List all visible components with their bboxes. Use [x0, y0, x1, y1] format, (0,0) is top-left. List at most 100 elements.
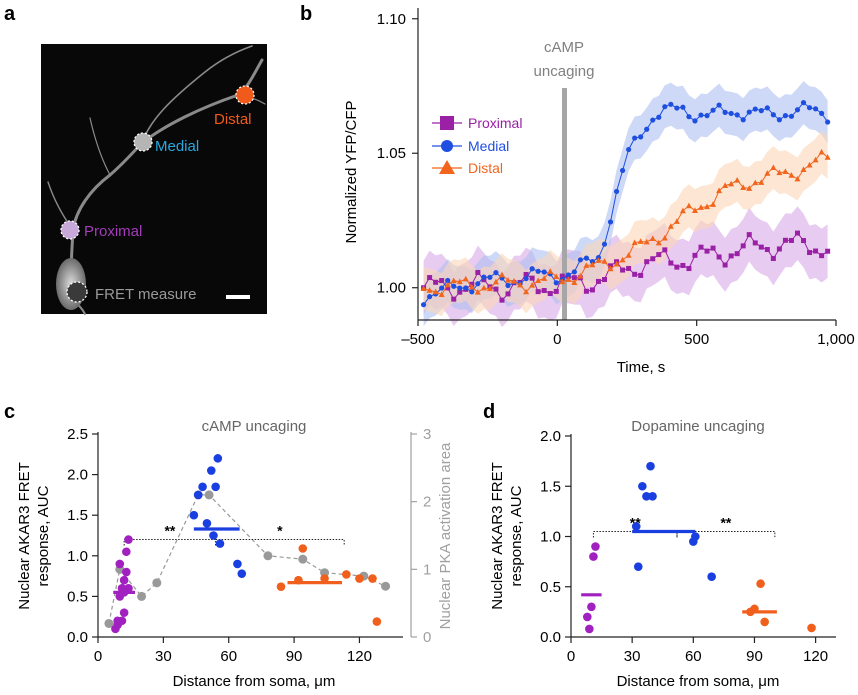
y-tick-label: 1.0 [67, 548, 88, 565]
data-point-medial [206, 466, 216, 475]
data-point-medial [463, 285, 469, 291]
chart-title: Dopamine uncaging [631, 418, 764, 435]
data-point-proximal [559, 273, 565, 279]
data-point-proximal [583, 288, 589, 294]
right-axis-label: Nuclear PKA activation area [437, 442, 454, 629]
error-band-distal [423, 130, 828, 317]
data-point-proximal [734, 251, 740, 257]
pka-area-line [108, 494, 386, 624]
uncaging-annotation-line2: uncaging [534, 63, 595, 80]
data-point-distal [456, 278, 463, 285]
series-lines [420, 100, 831, 308]
data-point-medial [211, 482, 220, 492]
data-point-proximal [692, 252, 698, 258]
data-point-distal [667, 223, 674, 229]
data-point-distal [734, 176, 741, 183]
data-point-medial [674, 105, 680, 111]
data-point-distal [444, 281, 451, 288]
data-point-proximal [433, 279, 439, 285]
medial-label: Medial [155, 138, 199, 155]
data-point-distal [462, 275, 469, 282]
data-point-proximal [439, 278, 445, 284]
panel-letter-a: a [4, 3, 16, 25]
right-tick-label: 3 [423, 426, 431, 443]
data-point-distal [372, 617, 382, 626]
error-bands [423, 81, 828, 328]
data-point-medial [541, 269, 547, 275]
data-point-proximal [595, 278, 601, 284]
distal-marker [235, 85, 255, 105]
data-point-medial [535, 268, 541, 274]
y-axis-label-line1: Nuclear AKAR3 FRET [489, 462, 506, 610]
pka-area-point [381, 581, 391, 591]
data-point-medial [607, 219, 614, 225]
y-tick-label: 1.05 [377, 145, 406, 162]
data-point-medial [215, 539, 225, 548]
data-point-proximal [591, 542, 600, 551]
data-point-proximal [650, 256, 656, 262]
data-point-distal [492, 278, 499, 285]
data-point-proximal [638, 272, 644, 278]
data-point-proximal [122, 567, 131, 577]
data-point-proximal [523, 271, 529, 277]
x-tick-label: 30 [155, 648, 172, 665]
data-point-distal [523, 288, 530, 295]
data-point-proximal [698, 244, 704, 250]
x-tick-label: 60 [685, 648, 702, 665]
data-point-medial [523, 275, 529, 282]
data-point-distal [806, 161, 813, 168]
axes: 1.00 1.05 1.10 –500 0 500 1,000 [377, 8, 855, 348]
data-point-medial [656, 114, 662, 120]
right-tick-label: 0 [423, 629, 431, 646]
pka-area-point [298, 554, 308, 564]
data-point-proximal [445, 285, 451, 291]
data-point-medial [493, 270, 499, 276]
data-point-distal [812, 156, 819, 163]
pka-area-point [104, 618, 114, 628]
x-tick-label: 60 [220, 648, 237, 665]
y-tick-label: 1.0 [540, 529, 561, 546]
chart-title: cAMP uncaging [202, 418, 307, 435]
data-point-proximal [776, 246, 782, 252]
y-tick-label: 0.0 [540, 629, 561, 646]
x-tick-label: 1,000 [817, 331, 855, 348]
data-point-distal [468, 283, 475, 290]
data-point-medial [704, 113, 710, 119]
data-point-distal [511, 277, 518, 284]
data-point-distal [571, 279, 578, 285]
panel-letter-c: c [4, 401, 15, 423]
data-point-distal [355, 574, 364, 583]
data-point-medial [619, 167, 626, 174]
proximal-marker [60, 220, 80, 240]
data-point-distal [655, 239, 662, 246]
data-point-medial [642, 492, 651, 501]
data-point-medial [237, 569, 247, 578]
x-tick-label: 0 [94, 648, 102, 665]
distal-label: Distal [214, 111, 252, 128]
panel-letter-b: b [300, 3, 312, 25]
y-axis-label-line2: response, AUC [508, 485, 525, 586]
data-point-proximal [716, 254, 722, 260]
data-point-medial [782, 113, 789, 119]
data-point-medial [698, 112, 704, 118]
data-point-distal [728, 180, 735, 187]
data-point-medial [686, 114, 692, 120]
data-point-proximal [499, 297, 505, 303]
data-point-proximal [547, 291, 553, 297]
x-tick-label: 120 [803, 648, 828, 665]
data-point-distal [716, 187, 723, 194]
data-point-medial [601, 241, 608, 247]
data-point-proximal [764, 247, 770, 253]
data-point-proximal [535, 289, 541, 295]
data-point-proximal [668, 260, 674, 266]
data-point-medial [209, 531, 218, 540]
data-point-distal [553, 273, 560, 280]
x-axis-label: Time, s [617, 359, 666, 376]
proximal-label: Proximal [84, 223, 142, 240]
data-point-distal [577, 272, 584, 279]
data-point-distal [679, 207, 686, 214]
legend-label: Medial [468, 138, 509, 154]
data-point-distal [450, 277, 457, 284]
